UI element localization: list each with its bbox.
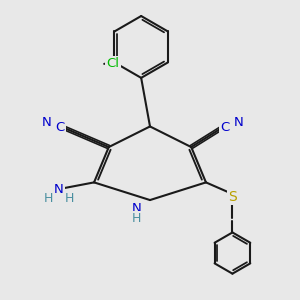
Text: H: H xyxy=(64,192,74,205)
Text: C: C xyxy=(56,122,65,134)
Text: N: N xyxy=(233,116,243,128)
Text: H: H xyxy=(132,212,141,225)
Text: C: C xyxy=(220,122,230,134)
Text: H: H xyxy=(44,192,53,205)
Text: N: N xyxy=(42,116,52,128)
Text: Cl: Cl xyxy=(106,57,119,70)
Text: S: S xyxy=(228,190,237,204)
Text: N: N xyxy=(132,202,142,215)
Text: N: N xyxy=(54,183,64,196)
